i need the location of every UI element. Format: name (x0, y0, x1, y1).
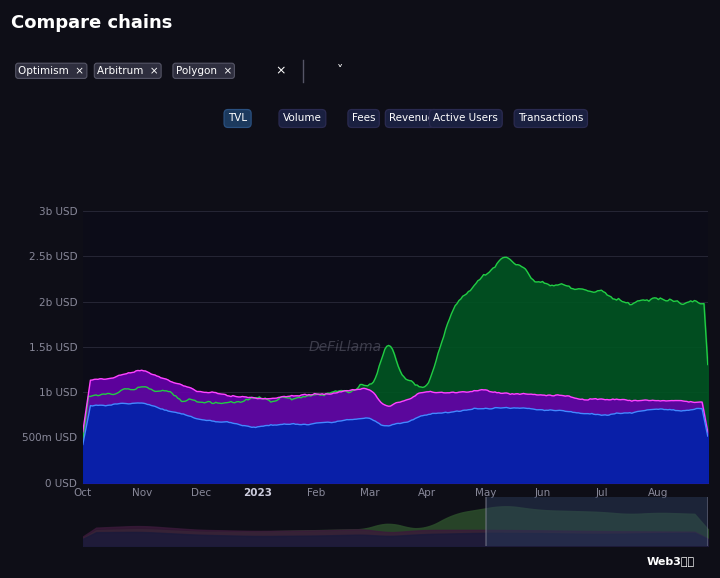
Text: ˅: ˅ (337, 64, 343, 77)
Text: ×: × (275, 64, 286, 77)
Text: Fees: Fees (352, 113, 375, 124)
Text: Web3地图: Web3地图 (647, 557, 695, 566)
Text: TVL: TVL (228, 113, 247, 124)
Text: Volume: Volume (283, 113, 322, 124)
Text: Optimism  ×: Optimism × (18, 66, 84, 76)
Text: Revenue: Revenue (390, 113, 434, 124)
Text: Arbitrum  ×: Arbitrum × (97, 66, 158, 76)
Text: Compare chains: Compare chains (11, 14, 172, 32)
Text: Transactions: Transactions (518, 113, 583, 124)
Text: Active Users: Active Users (433, 113, 498, 124)
Bar (485, 495, 708, 547)
Text: DeFiLlama: DeFiLlama (309, 340, 382, 354)
Text: Polygon  ×: Polygon × (176, 66, 232, 76)
